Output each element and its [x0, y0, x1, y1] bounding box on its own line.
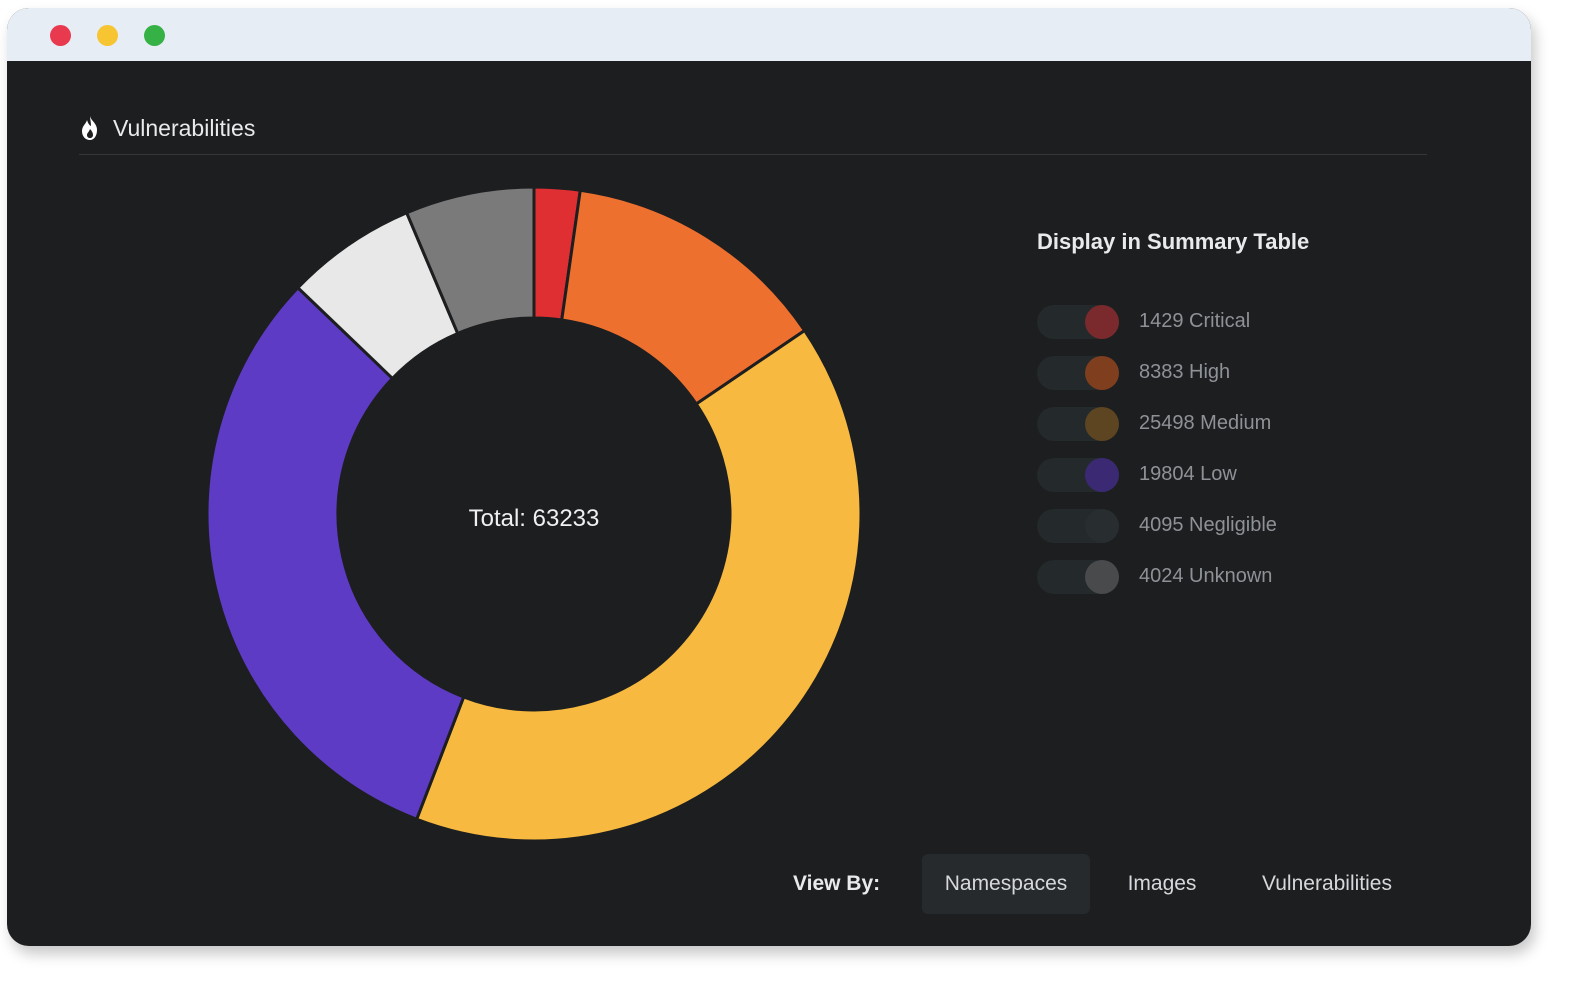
title-bar — [7, 8, 1531, 61]
summary-table-legend: Display in Summary Table 1429 Critical 83… — [1037, 223, 1429, 602]
header-divider — [79, 154, 1427, 155]
maximize-window-button[interactable] — [144, 25, 165, 46]
legend-item[interactable]: 4024 Unknown — [1037, 551, 1429, 602]
legend-toggle-switch[interactable] — [1037, 304, 1119, 339]
donut-slice-medium[interactable] — [414, 328, 863, 843]
view-by-vulnerabilities-button[interactable]: Vulnerabilities — [1262, 872, 1392, 895]
legend-toggle-switch[interactable] — [1037, 457, 1119, 492]
close-window-button[interactable] — [50, 25, 71, 46]
legend-item-label: 4095 Negligible — [1139, 514, 1277, 536]
donut-slice-low[interactable] — [205, 285, 466, 822]
toggle-knob — [1085, 304, 1119, 339]
legend-item-label: 25498 Medium — [1139, 412, 1272, 434]
legend-item[interactable]: 4095 Negligible — [1037, 500, 1429, 551]
legend-toggle-switch[interactable] — [1037, 355, 1119, 390]
toggle-knob — [1085, 406, 1119, 441]
legend-list: 1429 Critical 8383 High 25498 Medium 19804 … — [1037, 296, 1429, 602]
legend-item[interactable]: 25498 Medium — [1037, 398, 1429, 449]
donut-slice-high[interactable] — [560, 188, 807, 407]
legend-item-label: 8383 High — [1139, 361, 1231, 383]
toggle-knob — [1085, 559, 1119, 594]
toggle-knob — [1085, 355, 1119, 390]
flame-icon — [79, 115, 101, 141]
view-by-namespaces-button[interactable]: Namespaces — [922, 854, 1090, 914]
legend-item-label: 19804 Low — [1139, 463, 1237, 485]
panel-header: Vulnerabilities — [79, 108, 255, 148]
app-window: Vulnerabilities Total: 63233 Display in … — [7, 8, 1531, 946]
legend-toggle-switch[interactable] — [1037, 406, 1119, 441]
legend-item-label: 4024 Unknown — [1139, 565, 1273, 587]
legend-toggle-switch[interactable] — [1037, 559, 1119, 594]
legend-item-label: 1429 Critical — [1139, 310, 1251, 332]
donut-slice-unknown[interactable] — [404, 185, 536, 336]
donut-chart-svg: Total: 63233 — [205, 185, 863, 843]
legend-toggle-switch[interactable] — [1037, 508, 1119, 543]
donut-chart: Total: 63233 — [187, 180, 887, 850]
minimize-window-button[interactable] — [97, 25, 118, 46]
legend-item[interactable]: 1429 Critical — [1037, 296, 1429, 347]
panel-title: Vulnerabilities — [113, 114, 256, 141]
toggle-knob — [1085, 508, 1119, 543]
legend-item[interactable]: 19804 Low — [1037, 449, 1429, 500]
chart-total-label: Total: 63233 — [469, 505, 600, 532]
toggle-knob — [1085, 457, 1119, 492]
view-by-images-button[interactable]: Images — [1127, 872, 1197, 895]
view-by-label: View By: — [793, 872, 881, 895]
legend-item[interactable]: 8383 High — [1037, 347, 1429, 398]
legend-title: Display in Summary Table — [1037, 229, 1310, 254]
